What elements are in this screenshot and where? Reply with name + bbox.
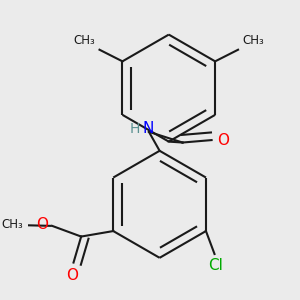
Text: O: O — [217, 133, 229, 148]
Text: O: O — [36, 217, 48, 232]
Text: Cl: Cl — [208, 258, 224, 273]
Text: O: O — [66, 268, 78, 283]
Text: N: N — [142, 121, 154, 136]
Text: CH₃: CH₃ — [243, 34, 264, 47]
Text: H: H — [130, 122, 140, 136]
Text: CH₃: CH₃ — [1, 218, 23, 230]
Text: CH₃: CH₃ — [73, 34, 95, 47]
